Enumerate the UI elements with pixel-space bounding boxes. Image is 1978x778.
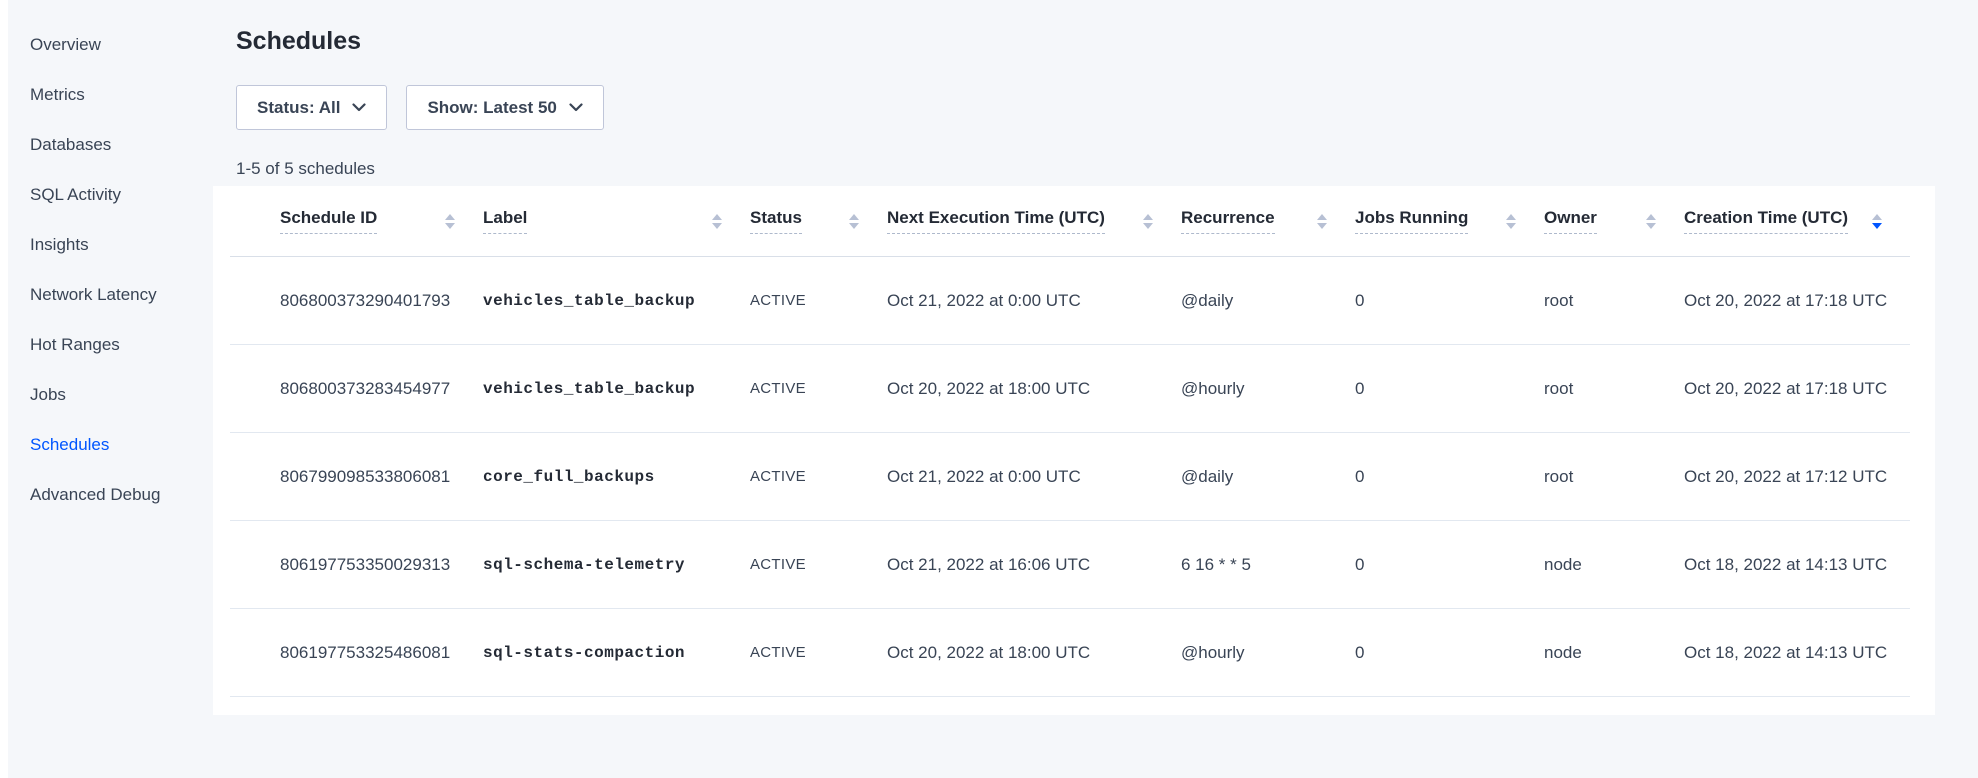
cell-status: ACTIVE: [750, 644, 806, 661]
schedules-table-card: Schedule ID Label Status Next Execution …: [213, 186, 1935, 715]
table-row: 806197753325486081 sql-stats-compaction …: [230, 609, 1910, 697]
cell-jobs-running: 0: [1355, 642, 1365, 662]
cell-jobs-running: 0: [1355, 466, 1365, 486]
cell-status: ACTIVE: [750, 556, 806, 573]
sort-carets-icon[interactable]: [1506, 213, 1516, 229]
cell-owner: root: [1544, 466, 1574, 486]
sort-carets-icon[interactable]: [1143, 213, 1153, 229]
show-filter-dropdown[interactable]: Show: Latest 50: [406, 85, 604, 130]
sidebar-item-sql-activity[interactable]: SQL Activity: [30, 185, 122, 204]
status-filter-label: Status: All: [257, 97, 341, 117]
column-label: Label: [483, 208, 528, 234]
cell-schedule-id: 806800373283454977: [280, 378, 451, 398]
cell-status: ACTIVE: [750, 468, 806, 485]
cell-status: ACTIVE: [750, 292, 806, 309]
cell-next-execution: Oct 21, 2022 at 0:00 UTC: [887, 466, 1081, 486]
cell-recurrence: @daily: [1181, 466, 1234, 486]
table-row: 806800373283454977 vehicles_table_backup…: [230, 345, 1910, 433]
table-header-row: Schedule ID Label Status Next Execution …: [230, 186, 1910, 257]
cell-creation-time: Oct 18, 2022 at 14:13 UTC: [1684, 642, 1888, 662]
cell-jobs-running: 0: [1355, 290, 1365, 310]
cell-schedule-id: 806197753350029313: [280, 554, 451, 574]
column-header-creation-time[interactable]: Creation Time (UTC): [1684, 208, 1910, 234]
cell-next-execution: Oct 20, 2022 at 18:00 UTC: [887, 642, 1091, 662]
column-label: Schedule ID: [280, 208, 378, 234]
sidebar-item-insights[interactable]: Insights: [30, 235, 89, 254]
sort-carets-icon[interactable]: [712, 213, 722, 229]
sort-carets-icon[interactable]: [445, 213, 455, 229]
sort-carets-icon[interactable]: [849, 213, 859, 229]
cell-creation-time: Oct 20, 2022 at 17:18 UTC: [1684, 290, 1888, 310]
sidebar-item-advanced-debug[interactable]: Advanced Debug: [30, 485, 161, 504]
show-filter-label: Show: Latest 50: [427, 97, 557, 117]
sidebar-item-metrics[interactable]: Metrics: [30, 85, 85, 104]
sidebar-item-schedules[interactable]: Schedules: [30, 435, 110, 454]
column-label: Status: [750, 208, 802, 234]
cell-recurrence: 6 16 * * 5: [1181, 554, 1251, 574]
sidebar-item-jobs[interactable]: Jobs: [30, 385, 66, 404]
cell-status: ACTIVE: [750, 380, 806, 397]
column-label: Recurrence: [1181, 208, 1275, 234]
schedules-table: Schedule ID Label Status Next Execution …: [230, 186, 1910, 697]
filters-bar: Status: All Show: Latest 50: [236, 85, 1935, 130]
cell-label: core_full_backups: [483, 467, 655, 486]
cell-jobs-running: 0: [1355, 554, 1365, 574]
cell-next-execution: Oct 20, 2022 at 18:00 UTC: [887, 378, 1091, 398]
cell-schedule-id: 806197753325486081: [280, 642, 451, 662]
chevron-down-icon: [352, 103, 367, 112]
cell-owner: root: [1544, 378, 1574, 398]
cell-label: sql-schema-telemetry: [483, 555, 686, 574]
column-header-recurrence[interactable]: Recurrence: [1181, 208, 1355, 234]
cell-next-execution: Oct 21, 2022 at 16:06 UTC: [887, 554, 1091, 574]
cell-owner: node: [1544, 642, 1582, 662]
cell-creation-time: Oct 20, 2022 at 17:12 UTC: [1684, 466, 1888, 486]
cell-label: vehicles_table_backup: [483, 291, 696, 310]
column-label: Next Execution Time (UTC): [887, 208, 1105, 234]
sort-carets-icon[interactable]: [1646, 213, 1656, 229]
sort-carets-icon[interactable]: [1872, 213, 1882, 229]
cell-label: vehicles_table_backup: [483, 379, 696, 398]
cell-owner: root: [1544, 290, 1574, 310]
column-label: Owner: [1544, 208, 1597, 234]
column-header-schedule-id[interactable]: Schedule ID: [230, 208, 483, 234]
results-count: 1-5 of 5 schedules: [236, 159, 375, 178]
cell-jobs-running: 0: [1355, 378, 1365, 398]
column-header-label[interactable]: Label: [483, 208, 750, 234]
sidebar-item-network-latency[interactable]: Network Latency: [30, 285, 157, 304]
column-header-owner[interactable]: Owner: [1544, 208, 1684, 234]
cell-next-execution: Oct 21, 2022 at 0:00 UTC: [887, 290, 1081, 310]
cell-recurrence: @hourly: [1181, 642, 1245, 662]
cell-owner: node: [1544, 554, 1582, 574]
cell-creation-time: Oct 20, 2022 at 17:18 UTC: [1684, 378, 1888, 398]
cell-creation-time: Oct 18, 2022 at 14:13 UTC: [1684, 554, 1888, 574]
column-header-status[interactable]: Status: [750, 208, 887, 234]
column-header-next-execution-time[interactable]: Next Execution Time (UTC): [887, 208, 1181, 234]
left-gutter: [0, 0, 8, 778]
main-content: Schedules Status: All Show: Latest 50 1-…: [213, 0, 1978, 778]
cell-recurrence: @daily: [1181, 290, 1234, 310]
sort-carets-icon[interactable]: [1317, 213, 1327, 229]
sidebar-item-databases[interactable]: Databases: [30, 135, 112, 154]
status-filter-dropdown[interactable]: Status: All: [236, 85, 388, 130]
column-label: Jobs Running: [1355, 208, 1469, 234]
column-label: Creation Time (UTC): [1684, 208, 1849, 234]
cell-schedule-id: 806799098533806081: [280, 466, 451, 486]
sidebar-item-overview[interactable]: Overview: [30, 35, 101, 54]
sidebar: Overview Metrics Databases SQL Activity …: [8, 0, 213, 778]
cell-schedule-id: 806800373290401793: [280, 290, 451, 310]
table-row: 806800373290401793 vehicles_table_backup…: [230, 257, 1910, 345]
table-row: 806197753350029313 sql-schema-telemetry …: [230, 521, 1910, 609]
sidebar-item-hot-ranges[interactable]: Hot Ranges: [30, 335, 120, 354]
column-header-jobs-running[interactable]: Jobs Running: [1355, 208, 1544, 234]
page-title: Schedules: [236, 27, 362, 55]
chevron-down-icon: [569, 103, 583, 112]
cell-recurrence: @hourly: [1181, 378, 1245, 398]
table-row: 806799098533806081 core_full_backups ACT…: [230, 433, 1910, 521]
cell-label: sql-stats-compaction: [483, 643, 686, 662]
